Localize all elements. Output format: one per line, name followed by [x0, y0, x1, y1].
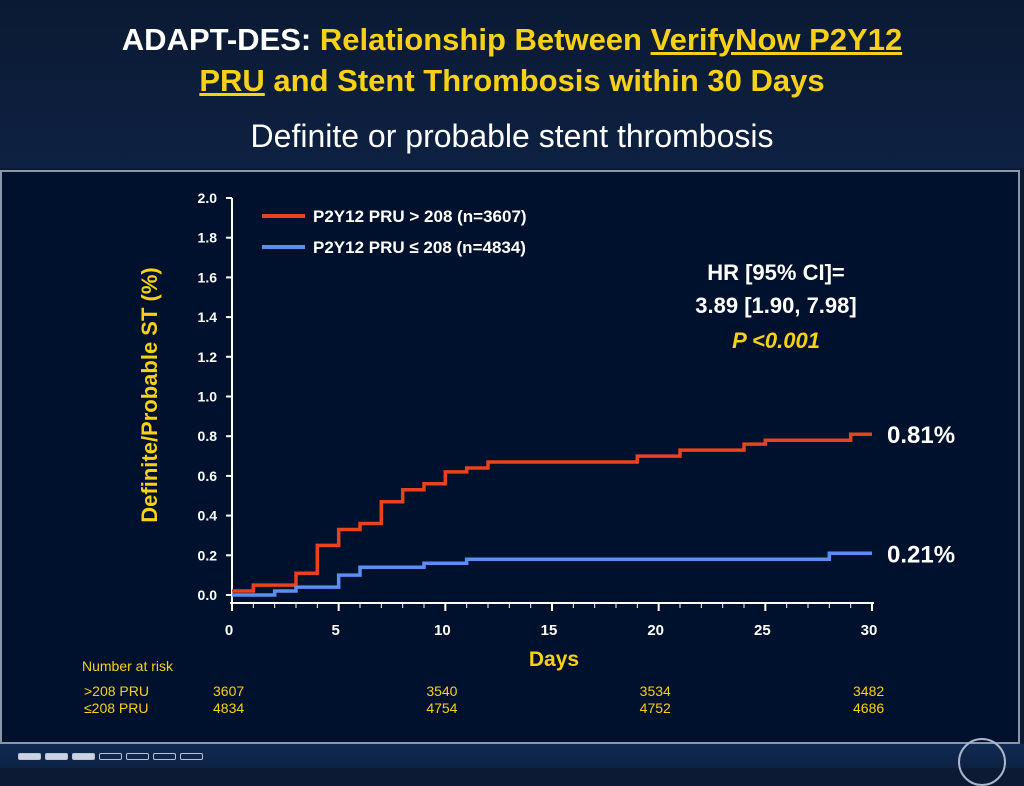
risk-value: 4754 — [426, 700, 457, 716]
risk-value: 4834 — [213, 700, 244, 716]
title-prefix: ADAPT-DES: — [121, 22, 312, 57]
risk-value: 4752 — [640, 700, 671, 716]
y-tick-label: 1.0 — [198, 389, 218, 405]
slide-title-line-1: ADAPT-DES: Relationship Between VerifyNo… — [0, 20, 1024, 60]
risk-value: 3482 — [853, 683, 884, 699]
x-tick-label: 20 — [647, 622, 664, 639]
nav-dot-icon[interactable] — [153, 753, 176, 760]
slide-title-line-2: PRU and Stent Thrombosis within 30 Days — [0, 61, 1024, 101]
title-link-verifynow[interactable]: VerifyNow P2Y12 — [650, 22, 903, 57]
hr-line-2: 3.89 [1.90, 7.98] — [695, 293, 856, 318]
nav-dot-icon[interactable] — [72, 753, 95, 760]
title-part-2: and Stent Thrombosis within 30 Days — [273, 63, 825, 98]
risk-row-label: ≤208 PRU — [84, 700, 149, 716]
km-chart: 0.0 0.2 0.4 0.6 0.8 1.0 1.2 1.4 1.6 1.8 2.0 0 5 10 15 2… — [82, 190, 955, 716]
y-tick-label: 1.6 — [198, 269, 218, 285]
nav-dot-icon[interactable] — [18, 753, 41, 760]
y-tick-label: 0.8 — [198, 428, 218, 444]
y-tick-label: 1.4 — [198, 309, 218, 325]
nav-dot-icon[interactable] — [99, 753, 122, 760]
x-tick-label: 0 — [225, 622, 233, 639]
hr-line-1: HR [95% CI]= — [707, 260, 845, 285]
nav-dot-icon[interactable] — [126, 753, 149, 760]
risk-value: 3540 — [426, 683, 457, 699]
y-tick-label: 2.0 — [198, 190, 218, 206]
y-tick-label: 1.2 — [198, 349, 218, 365]
risk-value: 3534 — [640, 683, 671, 699]
legend-label: P2Y12 PRU > 208 (n=3607) — [313, 207, 527, 226]
slide-header: ADAPT-DES: Relationship Between VerifyNo… — [0, 0, 1024, 168]
end-label-low-pru: 0.21% — [887, 541, 955, 568]
title-link-pru[interactable]: PRU — [199, 63, 265, 98]
p-value: P <0.001 — [732, 328, 820, 353]
x-tick-label: 25 — [754, 622, 771, 639]
nav-dot-icon[interactable] — [45, 753, 68, 760]
legend-label: P2Y12 PRU ≤ 208 (n=4834) — [313, 238, 526, 257]
slide-footer — [0, 738, 1024, 786]
y-tick-label: 0.6 — [198, 468, 218, 484]
series-layer: 0.81% 0.21% — [232, 422, 955, 597]
end-label-high-pru: 0.81% — [887, 422, 955, 449]
axes-layer: 0.0 0.2 0.4 0.6 0.8 1.0 1.2 1.4 1.6 1.8 2.0 0 5 10 15 2… — [198, 190, 878, 639]
x-tick-label: 10 — [434, 622, 451, 639]
risk-table: Number at risk >208 PRU 3607 3540 3534 3482 ≤2… — [82, 658, 884, 716]
y-axis-label: Definite/Probable ST (%) — [137, 267, 162, 522]
x-tick-label: 5 — [331, 622, 339, 639]
slide-subtitle: Definite or probable stent thrombosis — [250, 118, 774, 154]
x-axis-label: Days — [529, 648, 579, 671]
series-line-high-pru — [232, 432, 872, 593]
series-line-low-pru — [232, 551, 872, 597]
slide-nav-icons[interactable] — [18, 747, 207, 765]
title-part-1: Relationship Between — [319, 22, 642, 57]
risk-row-label: >208 PRU — [84, 683, 149, 699]
risk-value: 3607 — [213, 683, 244, 699]
risk-value: 4686 — [853, 700, 884, 716]
foundation-logo-icon — [958, 738, 1006, 786]
x-tick-label: 30 — [861, 622, 878, 639]
y-tick-label: 0.4 — [198, 508, 218, 524]
hr-annotation: HR [95% CI]= 3.89 [1.90, 7.98] P <0.001 — [695, 260, 856, 353]
x-tick-label: 15 — [541, 622, 558, 639]
chart-panel — [0, 170, 1020, 744]
legend: P2Y12 PRU > 208 (n=3607) P2Y12 PRU ≤ 208 … — [262, 207, 527, 257]
risk-table-title: Number at risk — [82, 658, 174, 674]
y-tick-label: 0.2 — [198, 547, 218, 563]
y-tick-label: 1.8 — [198, 230, 218, 246]
nav-dot-icon[interactable] — [180, 753, 203, 760]
y-tick-label: 0.0 — [198, 587, 218, 603]
